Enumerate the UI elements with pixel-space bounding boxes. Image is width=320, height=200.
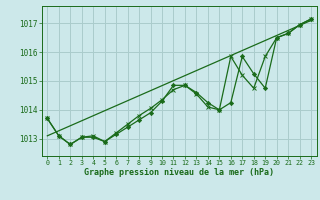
X-axis label: Graphe pression niveau de la mer (hPa): Graphe pression niveau de la mer (hPa) [84, 168, 274, 177]
